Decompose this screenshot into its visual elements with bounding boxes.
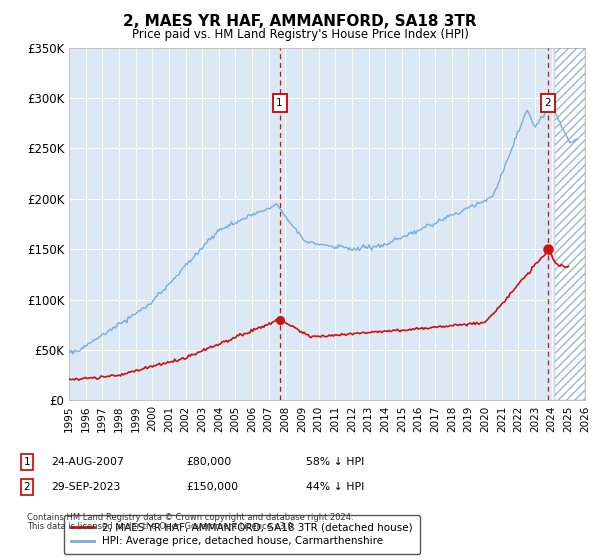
Text: 44% ↓ HPI: 44% ↓ HPI — [306, 482, 364, 492]
Text: This data is licensed under the Open Government Licence v3.0.: This data is licensed under the Open Gov… — [27, 522, 295, 531]
Text: 2, MAES YR HAF, AMMANFORD, SA18 3TR: 2, MAES YR HAF, AMMANFORD, SA18 3TR — [123, 14, 477, 29]
Text: Contains HM Land Registry data © Crown copyright and database right 2024.: Contains HM Land Registry data © Crown c… — [27, 513, 353, 522]
Text: 29-SEP-2023: 29-SEP-2023 — [51, 482, 121, 492]
Text: 2: 2 — [23, 482, 31, 492]
Text: Price paid vs. HM Land Registry's House Price Index (HPI): Price paid vs. HM Land Registry's House … — [131, 28, 469, 41]
Text: £150,000: £150,000 — [186, 482, 238, 492]
Text: 24-AUG-2007: 24-AUG-2007 — [51, 457, 124, 467]
Bar — [554, 48, 585, 400]
Legend: 2, MAES YR HAF, AMMANFORD, SA18 3TR (detached house), HPI: Average price, detach: 2, MAES YR HAF, AMMANFORD, SA18 3TR (det… — [64, 515, 421, 554]
Text: 1: 1 — [276, 98, 283, 108]
Text: 58% ↓ HPI: 58% ↓ HPI — [306, 457, 364, 467]
Text: 1: 1 — [23, 457, 31, 467]
Text: 2: 2 — [544, 98, 551, 108]
Text: £80,000: £80,000 — [186, 457, 231, 467]
